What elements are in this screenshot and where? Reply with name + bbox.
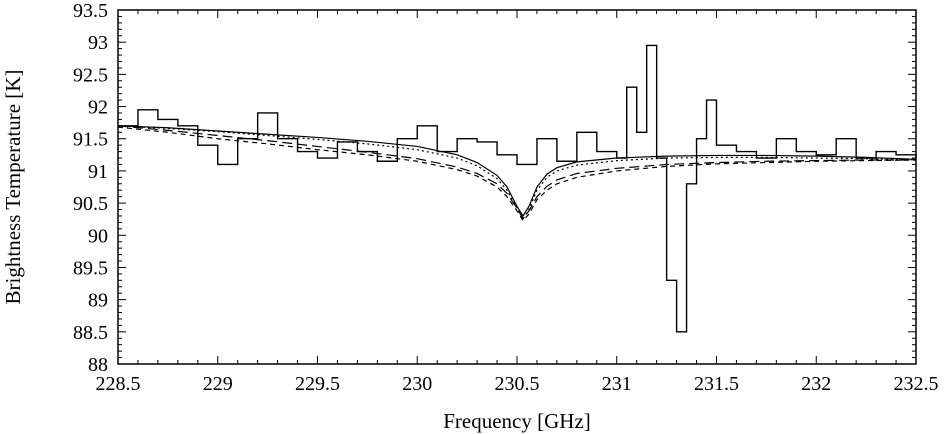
y-tick-label: 92 [88, 97, 108, 119]
y-tick-label: 92.5 [73, 64, 108, 86]
x-tick-label: 228.5 [96, 373, 141, 395]
y-tick-label: 90.5 [73, 193, 108, 215]
model-line-dashed [117, 126, 917, 222]
x-tick-label: 231.5 [694, 373, 739, 395]
x-tick-label: 232.5 [894, 373, 939, 395]
y-tick-label: 88.5 [73, 322, 108, 344]
axis-ticks [117, 9, 917, 365]
x-tick-label: 232 [801, 373, 831, 395]
model-line-dotted [117, 125, 917, 221]
axis-tick-labels: 228.5 229 229.5 230 230.5 231 231.5 232 232.5 88 8… [73, 0, 939, 395]
y-tick-label: 88 [88, 354, 108, 376]
plot-lines [117, 44, 917, 333]
y-tick-label: 93 [88, 32, 108, 54]
x-tick-label: 230.5 [495, 373, 540, 395]
y-tick-label: 90 [88, 225, 108, 247]
x-tick-label: 229.5 [295, 373, 340, 395]
plot-frame [117, 9, 917, 365]
model-line-solid [117, 125, 917, 218]
y-tick-label: 89 [88, 290, 108, 312]
y-tick-label: 93.5 [73, 0, 108, 22]
y-tick-label: 91.5 [73, 129, 108, 151]
model-line-dashed-long [117, 125, 916, 220]
observed-spectrum-line [118, 44, 917, 333]
y-tick-label: 89.5 [73, 257, 108, 279]
x-tick-label: 231 [602, 373, 632, 395]
x-tick-label: 229 [203, 373, 233, 395]
y-tick-label: 91 [88, 161, 108, 183]
x-axis-title: Frequency [GHz] [443, 409, 591, 433]
x-tick-label: 230 [402, 373, 432, 395]
y-axis-title: Brightness Temperature [K] [1, 70, 25, 305]
